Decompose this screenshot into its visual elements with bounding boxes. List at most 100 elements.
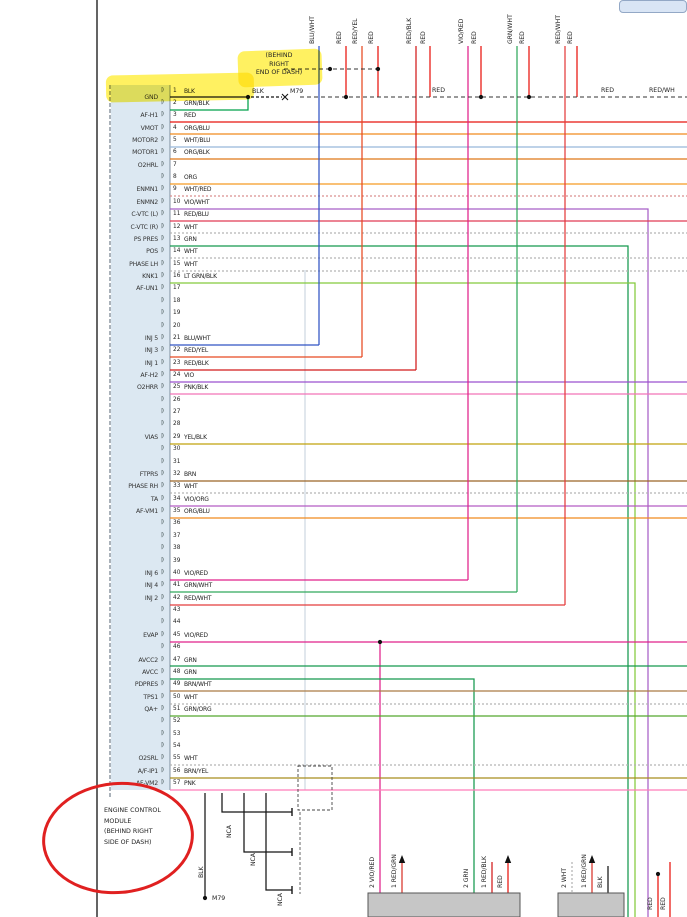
pin-wire-color: VIO/WHT: [184, 198, 210, 206]
pin-wire-color: WHT: [184, 693, 198, 701]
pin-signal-label: INJ 6: [144, 569, 158, 577]
pin-terminal-icon: |): [161, 457, 164, 464]
wire-color-label-vertical: RED: [336, 31, 343, 44]
pin-row-9: ENMN1 |) 9 WHT/RED: [100, 184, 312, 196]
pin-signal-label: INJ 4: [144, 582, 158, 590]
direction-arrow-icon: [398, 855, 406, 863]
pin-signal-label: PDPRES: [134, 681, 158, 689]
pin-signal-label: O2SRL: [138, 755, 159, 763]
pin-terminal-icon: |): [161, 618, 164, 625]
wire-color-label-vertical: RED/WHT: [555, 15, 562, 44]
pin-number: 18: [173, 297, 181, 304]
pin-row-12: C-VTC (R) |) 12 WHT: [100, 221, 312, 233]
wire-color-label-vertical: GRN/WHT: [507, 14, 514, 44]
pin-number: 45: [173, 631, 181, 638]
junction-dot: [655, 871, 661, 877]
pin-number: 40: [173, 569, 181, 576]
wire-color-label-vertical: BLU/WHT: [309, 16, 316, 44]
pin-wire-color: RED/BLK: [184, 359, 209, 367]
pin-number: 34: [173, 495, 181, 502]
pin-row-24: AF-H2 |) 24 VIO: [100, 370, 312, 382]
pin-wire-color: VIO/ORG: [184, 495, 209, 503]
pin-row-57: AF-VM2 |) 57 PNK: [100, 778, 312, 790]
pin-number: 30: [173, 446, 181, 453]
ecm-connector-body: [111, 85, 170, 790]
pin-terminal-icon: |): [161, 754, 164, 761]
wire-color-label-vertical: 2 GRN: [463, 868, 470, 888]
pin-terminal-icon: |): [161, 309, 164, 316]
pin-terminal-icon: |): [161, 210, 164, 217]
pin-signal-label: INJ 3: [144, 347, 158, 355]
pin-row-5: MOTOR2 |) 5 WHT/BLU: [100, 134, 312, 146]
pin-signal-label: TA: [150, 495, 158, 503]
pin-number: 29: [173, 433, 181, 440]
pin-number: 27: [173, 409, 181, 416]
pin-signal-label: INJ 1: [144, 359, 158, 367]
pin-number: 56: [173, 767, 181, 774]
pin-terminal-icon: |): [161, 519, 164, 526]
pin-signal-label: MOTOR1: [132, 149, 158, 157]
module-note: ENGINE CONTROL MODULE (BEHIND RIGHT SIDE…: [104, 807, 161, 846]
wire-pin16-ltgrnblk: [170, 282, 636, 917]
pin-row-48: AVCC |) 48 GRN: [100, 666, 312, 678]
pin-signal-label: POS: [146, 248, 158, 256]
wire-color-label-vertical: RED/BLK: [406, 17, 413, 44]
pin-wire-color: WHT: [184, 223, 198, 231]
pin-terminal-icon: |): [161, 779, 164, 786]
pin-wire-color: GRN: [184, 668, 197, 676]
pin-terminal-icon: |): [161, 568, 164, 575]
pin-row-42: INJ 2 |) 42 RED/WHT: [100, 592, 312, 604]
junction-dot: [526, 94, 532, 100]
pin-wire-color: WHT/BLU: [184, 136, 211, 144]
pin-row-50: TPS1 |) 50 WHT: [100, 691, 312, 703]
wire-inline-label: RED: [601, 87, 614, 94]
pin-signal-label: TPS1: [143, 693, 158, 701]
pin-terminal-icon: |): [161, 469, 164, 476]
wire-pin2-grnblk: [170, 97, 249, 111]
pin-number: 39: [173, 557, 181, 564]
pin-signal-label: VMOT: [140, 124, 159, 132]
pin-row-56: A/F-IP1 |) 56 BRN/YEL: [100, 765, 312, 777]
pin-row-55: O2SRL |) 55 WHT: [100, 753, 312, 765]
pin-terminal-icon: |): [161, 507, 164, 514]
pin-signal-label: C-VTC (R): [130, 223, 159, 231]
pin-number: 37: [173, 532, 181, 539]
bottom-connector-box-2: [557, 892, 625, 917]
pin-row-19: |) 19: [100, 308, 312, 320]
pin-signal-label: INJ 5: [144, 334, 158, 342]
pin-wire-color: RED/WHT: [184, 594, 212, 602]
wire-gnd-x-2: [281, 93, 289, 101]
pin-number: 12: [173, 223, 181, 230]
pin-signal-label: ENMN1: [136, 186, 159, 194]
pin-number: 25: [173, 384, 181, 391]
pin-wire-color: LT GRN/BLK: [184, 273, 217, 281]
pin-signal-label: O2HRL: [137, 161, 158, 169]
pin-terminal-icon: |): [161, 98, 164, 105]
pin-signal-label: QA+: [144, 706, 158, 713]
pin-terminal-icon: |): [161, 272, 164, 279]
pin-row-47: AVCC2 |) 47 GRN: [100, 654, 312, 666]
wire-nca-1: [221, 793, 292, 813]
wire-pin48-grn: [170, 678, 475, 893]
wire-color-label-vertical: RED: [497, 875, 504, 888]
pin-wire-color: WHT: [184, 248, 198, 256]
pin-number: 52: [173, 718, 181, 725]
pin-number: 5: [173, 136, 177, 143]
pin-signal-label: INJ 2: [144, 594, 158, 602]
wire-pin13-grn: [170, 245, 629, 917]
pin-number: 31: [173, 458, 181, 465]
viewer-ui-fragment[interactable]: [619, 0, 687, 13]
pin-number: 35: [173, 508, 181, 515]
wire-color-label-vertical: BLK: [597, 876, 604, 888]
junction-dot: [375, 66, 381, 72]
pin-signal-label: EVAP: [143, 631, 158, 639]
pin-number: 3: [173, 112, 177, 119]
pin-number: 22: [173, 347, 181, 354]
pin-wire-color: ORG/BLU: [184, 124, 210, 132]
pin-row-46: |) 46: [100, 642, 312, 654]
behind-dash-note: (BEHIND RIGHT END OF DASH): [255, 52, 303, 77]
pin-number: 51: [173, 706, 181, 712]
pin-terminal-icon: |): [161, 556, 164, 563]
junction-dot: [327, 66, 333, 72]
